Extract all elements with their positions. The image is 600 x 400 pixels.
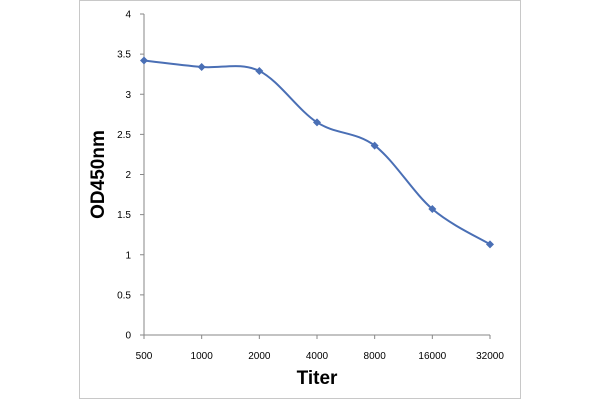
y-tick-label: 2.5: [117, 130, 131, 141]
data-point-marker: [197, 62, 206, 71]
x-tick-label: 4000: [306, 351, 329, 362]
y-axis-ticks: 0 0.5 1 1.5 2 2.5 3 3.5 4: [117, 10, 144, 342]
y-tick-label: 0: [125, 331, 131, 342]
x-axis-ticks: 500 1000 2000 4000 8000 16000 32000: [136, 335, 504, 362]
y-tick-label: 1.5: [117, 210, 131, 221]
data-point-marker: [428, 205, 437, 214]
x-tick-label: 1000: [191, 351, 214, 362]
y-tick-label: 3.5: [117, 50, 131, 61]
data-point-marker: [255, 66, 264, 75]
x-tick-label: 500: [136, 351, 153, 362]
series-markers: [140, 56, 494, 249]
series-line: [143, 59, 491, 246]
y-tick-label: 1: [125, 250, 131, 261]
x-tick-label: 2000: [248, 351, 271, 362]
x-tick-label: 8000: [364, 351, 387, 362]
y-tick-label: 4: [125, 10, 131, 21]
y-axis-title: OD450nm: [88, 130, 109, 219]
data-point-marker: [313, 118, 321, 127]
chart-border: [79, 0, 521, 399]
x-axis-title: Titer: [297, 368, 338, 389]
y-tick-label: 3: [125, 90, 131, 101]
data-point-marker: [486, 240, 494, 249]
y-tick-label: 0.5: [117, 290, 131, 301]
data-point-marker: [140, 56, 148, 65]
data-point-marker: [370, 141, 379, 150]
x-tick-label: 16000: [418, 351, 446, 362]
y-tick-label: 2: [125, 170, 131, 181]
x-tick-label: 32000: [476, 351, 504, 362]
